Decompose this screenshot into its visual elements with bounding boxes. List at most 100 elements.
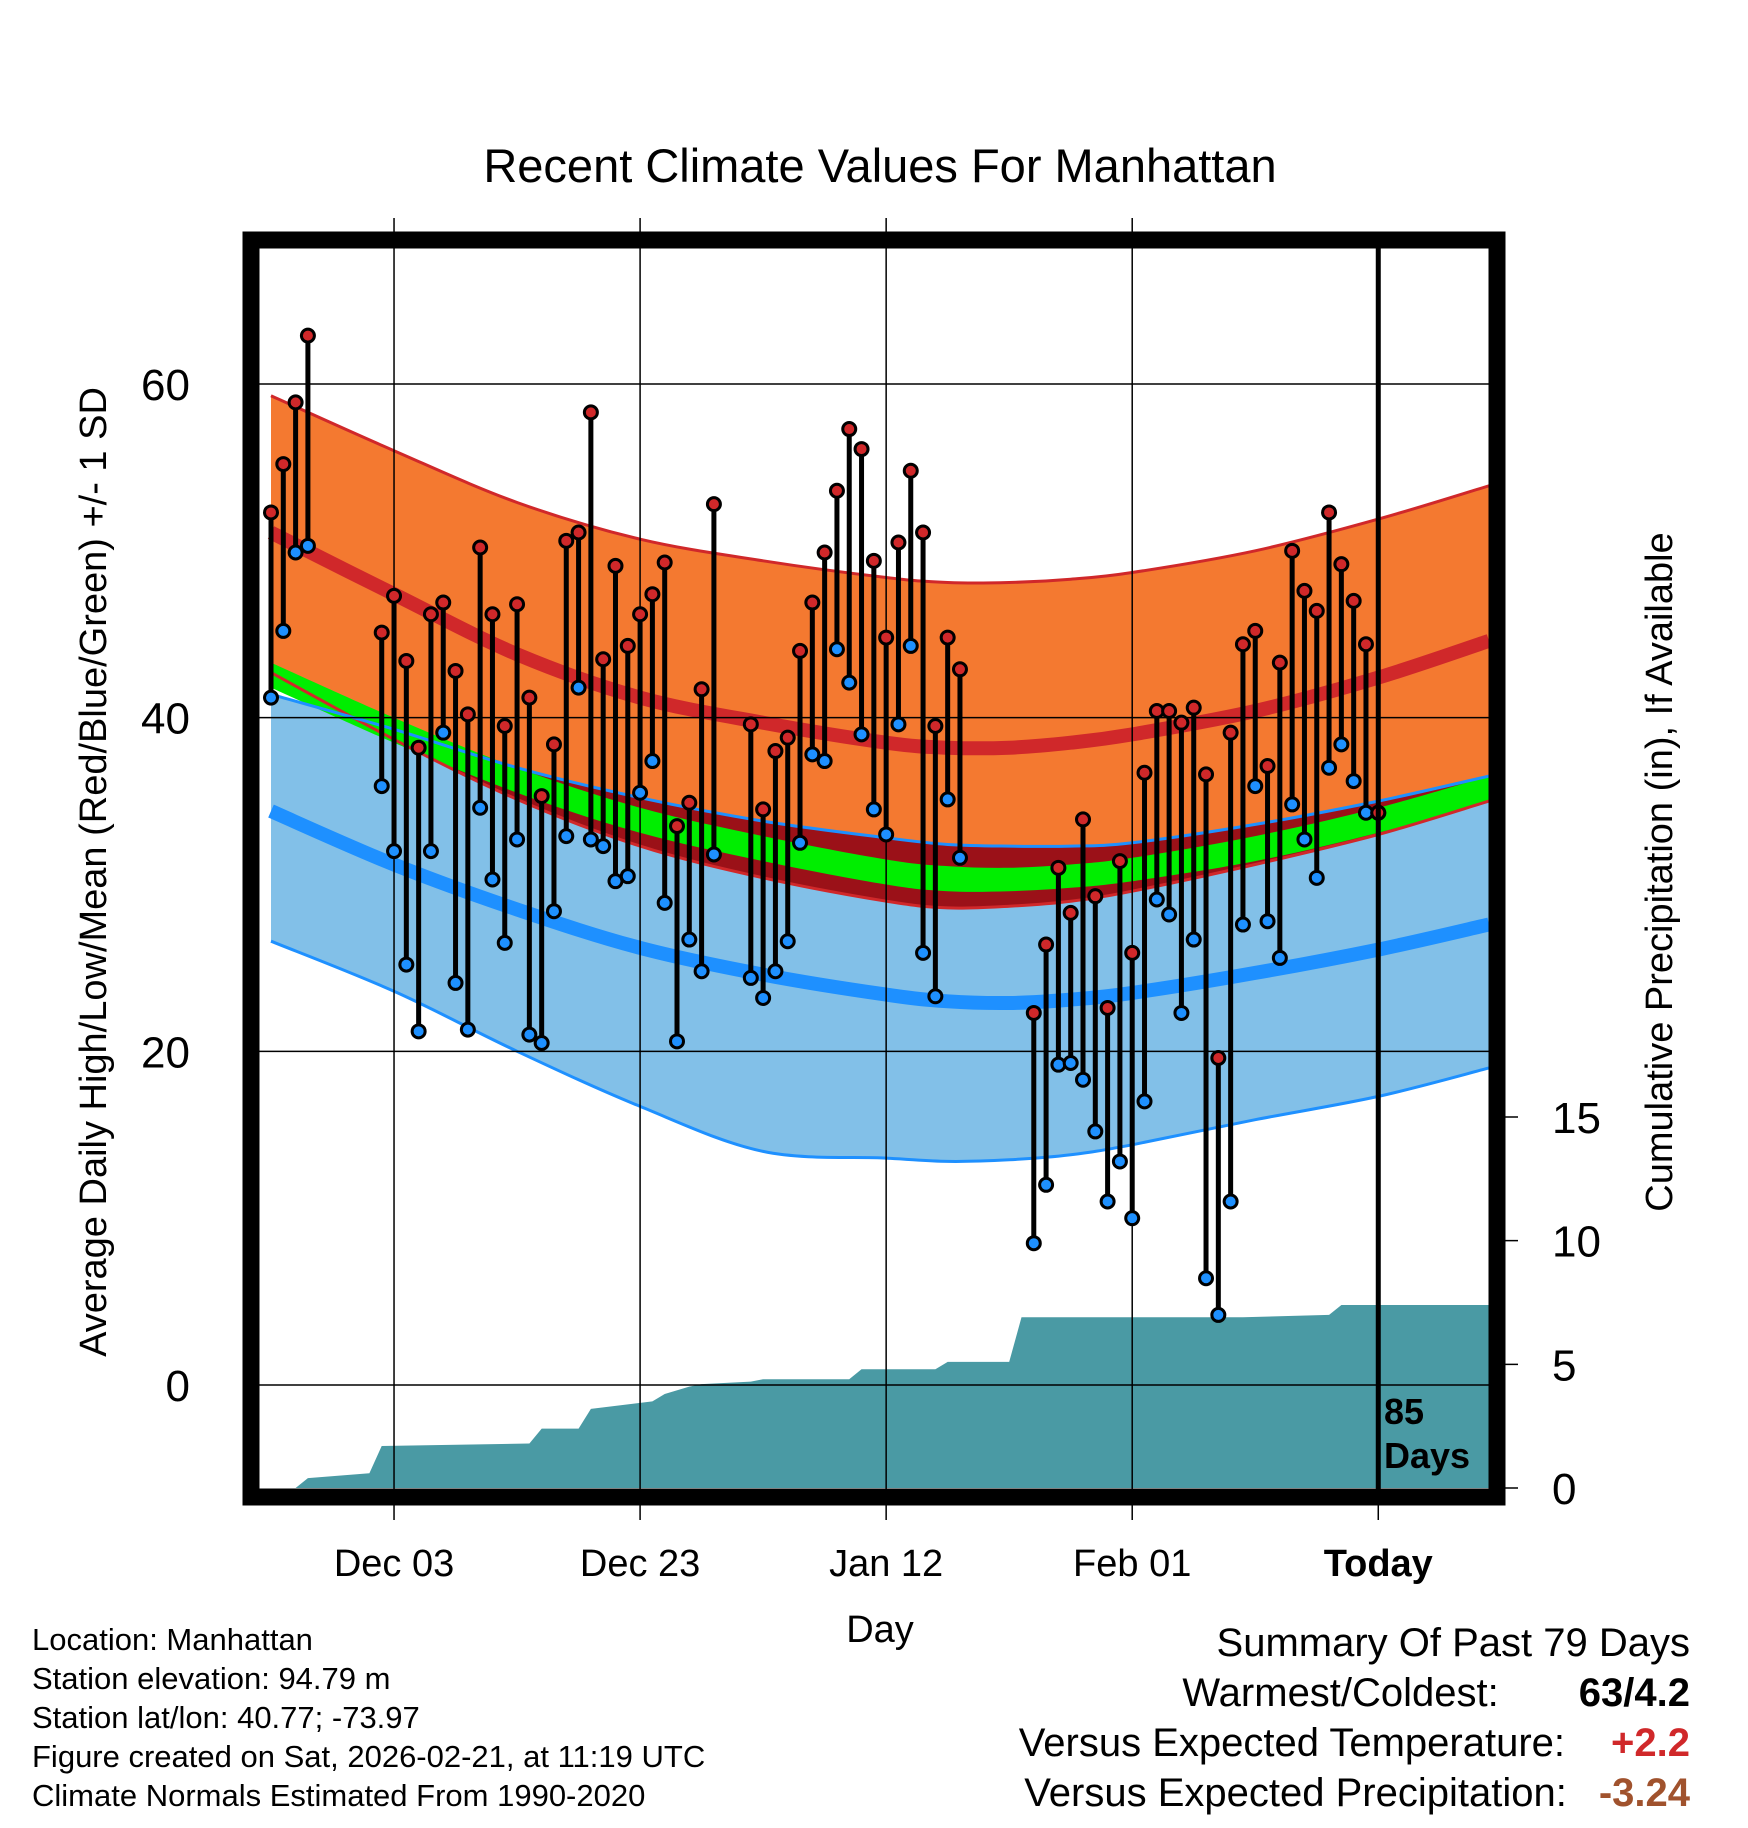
observed-high-point (656, 554, 673, 571)
observed-high-point (533, 788, 550, 805)
observed-high-point (595, 651, 612, 668)
observed-low-point (263, 689, 279, 706)
observed-low-point (1161, 906, 1178, 923)
y2-tick-label: 0 (1552, 1465, 1576, 1514)
created-text: Figure created on Sat, 2026-02-21, at 11… (32, 1739, 706, 1774)
y-axis-label: Average Daily High/Low/Mean (Red/Blue/Gr… (73, 387, 115, 1357)
observed-low-point (1333, 736, 1350, 753)
y2-tick-label: 15 (1552, 1094, 1601, 1143)
warmest-label: Warmest/Coldest: (1182, 1671, 1499, 1715)
observed-high-point (373, 624, 390, 641)
observed-low-point (275, 622, 292, 639)
observed-high-point (779, 729, 796, 746)
y2-tick-label: 10 (1552, 1218, 1601, 1267)
observed-high-point (1222, 724, 1239, 741)
x-tick-label: Today (1324, 1543, 1433, 1585)
observed-low-point (570, 679, 587, 696)
temp-value: +2.2 (1611, 1721, 1690, 1765)
observed-low-point (533, 1034, 550, 1051)
observed-high-point (1099, 999, 1116, 1016)
y-tick-label: 60 (141, 361, 190, 410)
observed-low-point (804, 746, 821, 763)
observed-low-point (644, 753, 661, 770)
observed-high-point (459, 706, 476, 723)
observed-high-point (275, 456, 292, 473)
observed-high-point (669, 818, 685, 835)
observed-low-point (484, 871, 501, 888)
plot-area (259, 248, 1489, 1489)
observed-high-point (890, 534, 907, 551)
observed-high-point (521, 689, 538, 706)
observed-high-point (632, 606, 649, 623)
observed-low-point (386, 843, 403, 860)
observed-low-point (1259, 913, 1276, 930)
warmest-value: 63/4.2 (1578, 1671, 1690, 1715)
observed-low-point (1247, 778, 1264, 795)
observed-high-point (927, 718, 944, 735)
precip-cumulative-area (295, 1305, 1489, 1488)
observed-high-point (422, 606, 439, 623)
observed-high-point (545, 736, 562, 753)
latlon-text: Station lat/lon: 40.77; -73.97 (32, 1700, 420, 1735)
observed-high-point (1173, 714, 1190, 731)
x-axis-label: Day (846, 1609, 914, 1651)
observed-low-point (890, 716, 907, 733)
observed-low-point (767, 963, 784, 980)
observed-high-point (1308, 602, 1325, 619)
observed-low-point (521, 1026, 538, 1043)
normals-text: Climate Normals Estimated From 1990-2020 (32, 1778, 646, 1813)
observed-high-point (570, 524, 587, 541)
observed-high-point (1124, 944, 1141, 961)
observed-low-point (705, 846, 722, 863)
observed-low-point (299, 537, 316, 554)
temp-row: Versus Expected Temperature: +2.2 (1019, 1718, 1690, 1768)
observed-high-point (1111, 853, 1128, 870)
axes: 0 20 40 60 0 5 10 15 Dec 03 Dec 23 Jan 12 Feb 01 Tod… (141, 361, 1601, 1585)
observed-high-point (435, 594, 452, 611)
observed-low-point (558, 828, 575, 845)
chart-title: Recent Climate Values For Manhattan (483, 139, 1276, 192)
location-text: Location: Manhattan (32, 1622, 313, 1657)
observed-high-point (263, 504, 279, 521)
observed-high-point (1210, 1050, 1227, 1067)
observed-low-point (927, 988, 944, 1005)
normal-low-line (268, 804, 1489, 1011)
observed-low-point (398, 956, 415, 973)
observed-low-point (915, 944, 932, 961)
observed-low-point (1075, 1071, 1091, 1088)
observed-low-point (1173, 1004, 1190, 1021)
precip-value: -3.24 (1598, 1771, 1690, 1815)
summary-panel: Summary Of Past 79 Days Warmest/Coldest:… (1019, 1618, 1690, 1818)
observed-high-point (484, 606, 501, 623)
observed-low-point (472, 799, 489, 816)
observed-high-point (951, 661, 968, 678)
observed-low-point (373, 778, 390, 795)
observed-high-point (447, 662, 464, 679)
observed-high-point (681, 794, 698, 811)
observed-high-point (878, 629, 895, 646)
observed-high-point (853, 441, 870, 458)
observed-high-point (755, 801, 772, 818)
observed-low-point (1099, 1193, 1116, 1210)
today-days-count: 85 (1384, 1391, 1424, 1432)
y2-tick-label: 5 (1552, 1341, 1576, 1390)
observed-high-point (619, 637, 636, 654)
plot-frame (242, 231, 1506, 1506)
observed-high-point (1025, 1004, 1042, 1021)
observed-low-point (792, 834, 809, 851)
observed-high-point (1185, 699, 1202, 716)
observed-high-point (1087, 888, 1104, 905)
summary-heading-row: Summary Of Past 79 Days (1019, 1618, 1690, 1668)
observed-high-point (1259, 758, 1276, 775)
observed-high-point (1321, 504, 1338, 521)
observed-low-point (939, 791, 956, 808)
warmest-row: Warmest/Coldest: 63/4.2 (1019, 1668, 1690, 1718)
observed-high-point (607, 557, 624, 574)
observed-low-point (447, 974, 464, 991)
observed-low-point (1345, 773, 1362, 790)
x-tick-label: Jan 12 (829, 1543, 943, 1585)
station-info: Location: Manhattan Station elevation: 9… (32, 1620, 705, 1815)
observed-low-point (632, 784, 649, 801)
observed-low-point (693, 963, 710, 980)
